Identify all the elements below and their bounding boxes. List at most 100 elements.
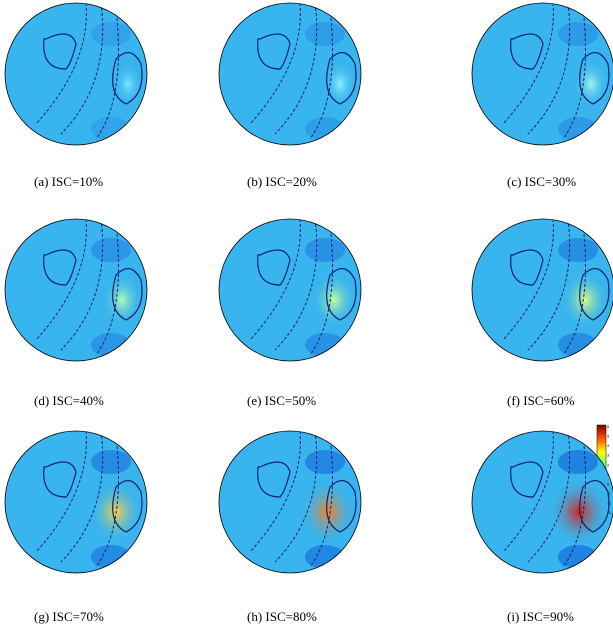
cold-lobe bbox=[558, 22, 598, 46]
contour-dashed bbox=[95, 435, 119, 568]
contour-dashed bbox=[60, 431, 104, 563]
cold-lobe bbox=[305, 450, 345, 474]
colorbar-tick-label: -2 bbox=[607, 501, 611, 506]
caption: (b) ISC=20% bbox=[247, 174, 317, 189]
contour-dashed bbox=[60, 3, 104, 135]
contour bbox=[326, 52, 357, 105]
contour-dashed bbox=[274, 3, 318, 135]
panel bbox=[219, 3, 361, 145]
contour bbox=[112, 52, 143, 105]
contour-dashed bbox=[502, 431, 554, 553]
contour-dashed bbox=[35, 219, 87, 341]
contour-dashed bbox=[562, 7, 586, 140]
contour-dashed bbox=[527, 3, 571, 135]
colorbar-tick-label: -1 bbox=[607, 491, 611, 496]
contour bbox=[510, 461, 544, 498]
disk-outline bbox=[4, 2, 148, 146]
contour bbox=[112, 268, 143, 321]
disk-outline bbox=[218, 218, 362, 362]
contour-dashed bbox=[309, 223, 333, 356]
hot-spot bbox=[102, 273, 142, 327]
contour-dashed bbox=[274, 431, 318, 563]
contour-dashed bbox=[95, 7, 119, 140]
contour bbox=[43, 249, 77, 286]
disk bbox=[219, 3, 361, 145]
cold-lobe bbox=[558, 117, 598, 141]
contour-dashed bbox=[249, 219, 301, 341]
colorbar-tick-label: 1 bbox=[607, 472, 610, 477]
colorbar-tick-label: 0 bbox=[607, 481, 610, 486]
panel bbox=[5, 3, 147, 145]
contour bbox=[257, 461, 291, 498]
cold-lobe bbox=[305, 545, 345, 569]
contour bbox=[257, 249, 291, 286]
colorbar-tick-label: -3 bbox=[607, 510, 611, 515]
contour-dashed bbox=[309, 435, 333, 568]
hot-spot bbox=[300, 479, 356, 545]
caption: (a) ISC=10% bbox=[34, 174, 103, 189]
contour bbox=[579, 480, 610, 533]
colorbar-tick-label: 2 bbox=[607, 462, 610, 467]
cold-lobe bbox=[91, 22, 131, 46]
cold-lobe bbox=[558, 333, 598, 357]
panel bbox=[472, 431, 613, 573]
caption: (i) ISC=90% bbox=[507, 609, 574, 624]
colorbar-tick-label: 6 bbox=[607, 424, 610, 429]
contour-dashed bbox=[309, 7, 333, 140]
hot-spot bbox=[324, 60, 356, 108]
caption: (e) ISC=50% bbox=[247, 393, 316, 408]
contour-dashed bbox=[502, 219, 554, 341]
cold-lobe bbox=[305, 22, 345, 46]
contour-dashed bbox=[35, 3, 87, 125]
disk-outline bbox=[471, 2, 613, 146]
contour bbox=[510, 249, 544, 286]
contour bbox=[579, 268, 610, 321]
contour bbox=[112, 480, 143, 533]
hot-spot bbox=[561, 270, 609, 330]
disk bbox=[5, 3, 147, 145]
contour-dashed bbox=[35, 431, 87, 553]
contour-dashed bbox=[527, 219, 571, 351]
contour-dashed bbox=[249, 3, 301, 125]
cold-lobe bbox=[305, 238, 345, 262]
disk-outline bbox=[4, 430, 148, 574]
disk-outline bbox=[4, 218, 148, 362]
caption: (c) ISC=30% bbox=[507, 174, 576, 189]
contour bbox=[257, 33, 291, 70]
caption: (d) ISC=40% bbox=[34, 393, 104, 408]
contour bbox=[326, 268, 357, 321]
contour-dashed bbox=[562, 435, 586, 568]
caption: (g) ISC=70% bbox=[34, 609, 104, 624]
cold-lobe bbox=[91, 450, 131, 474]
contour-dashed bbox=[502, 3, 554, 125]
panel bbox=[219, 219, 361, 361]
cold-lobe bbox=[91, 545, 131, 569]
contour bbox=[326, 480, 357, 533]
cold-lobe bbox=[91, 238, 131, 262]
disk-outline bbox=[471, 218, 613, 362]
cold-lobe bbox=[305, 333, 345, 357]
colorbar-tick-label: 5 bbox=[607, 434, 610, 439]
caption: (h) ISC=80% bbox=[247, 609, 317, 624]
hot-spot bbox=[573, 59, 609, 109]
contour bbox=[510, 33, 544, 70]
colorbar-tick-label: 4 bbox=[607, 443, 610, 448]
disk bbox=[472, 3, 613, 145]
cold-lobe bbox=[305, 117, 345, 141]
disk-outline bbox=[218, 2, 362, 146]
panel bbox=[472, 219, 613, 361]
cold-lobe bbox=[558, 545, 598, 569]
disk-outline bbox=[218, 430, 362, 574]
cold-lobe bbox=[558, 238, 598, 262]
panel bbox=[219, 431, 361, 573]
contour-dashed bbox=[274, 219, 318, 351]
caption: (f) ISC=60% bbox=[507, 393, 575, 408]
hot-spot bbox=[312, 272, 356, 328]
contour bbox=[579, 52, 610, 105]
cold-lobe bbox=[91, 117, 131, 141]
cold-lobe bbox=[91, 333, 131, 357]
disk-outline bbox=[471, 430, 613, 574]
contour-dashed bbox=[562, 223, 586, 356]
hot-spot bbox=[114, 62, 142, 106]
